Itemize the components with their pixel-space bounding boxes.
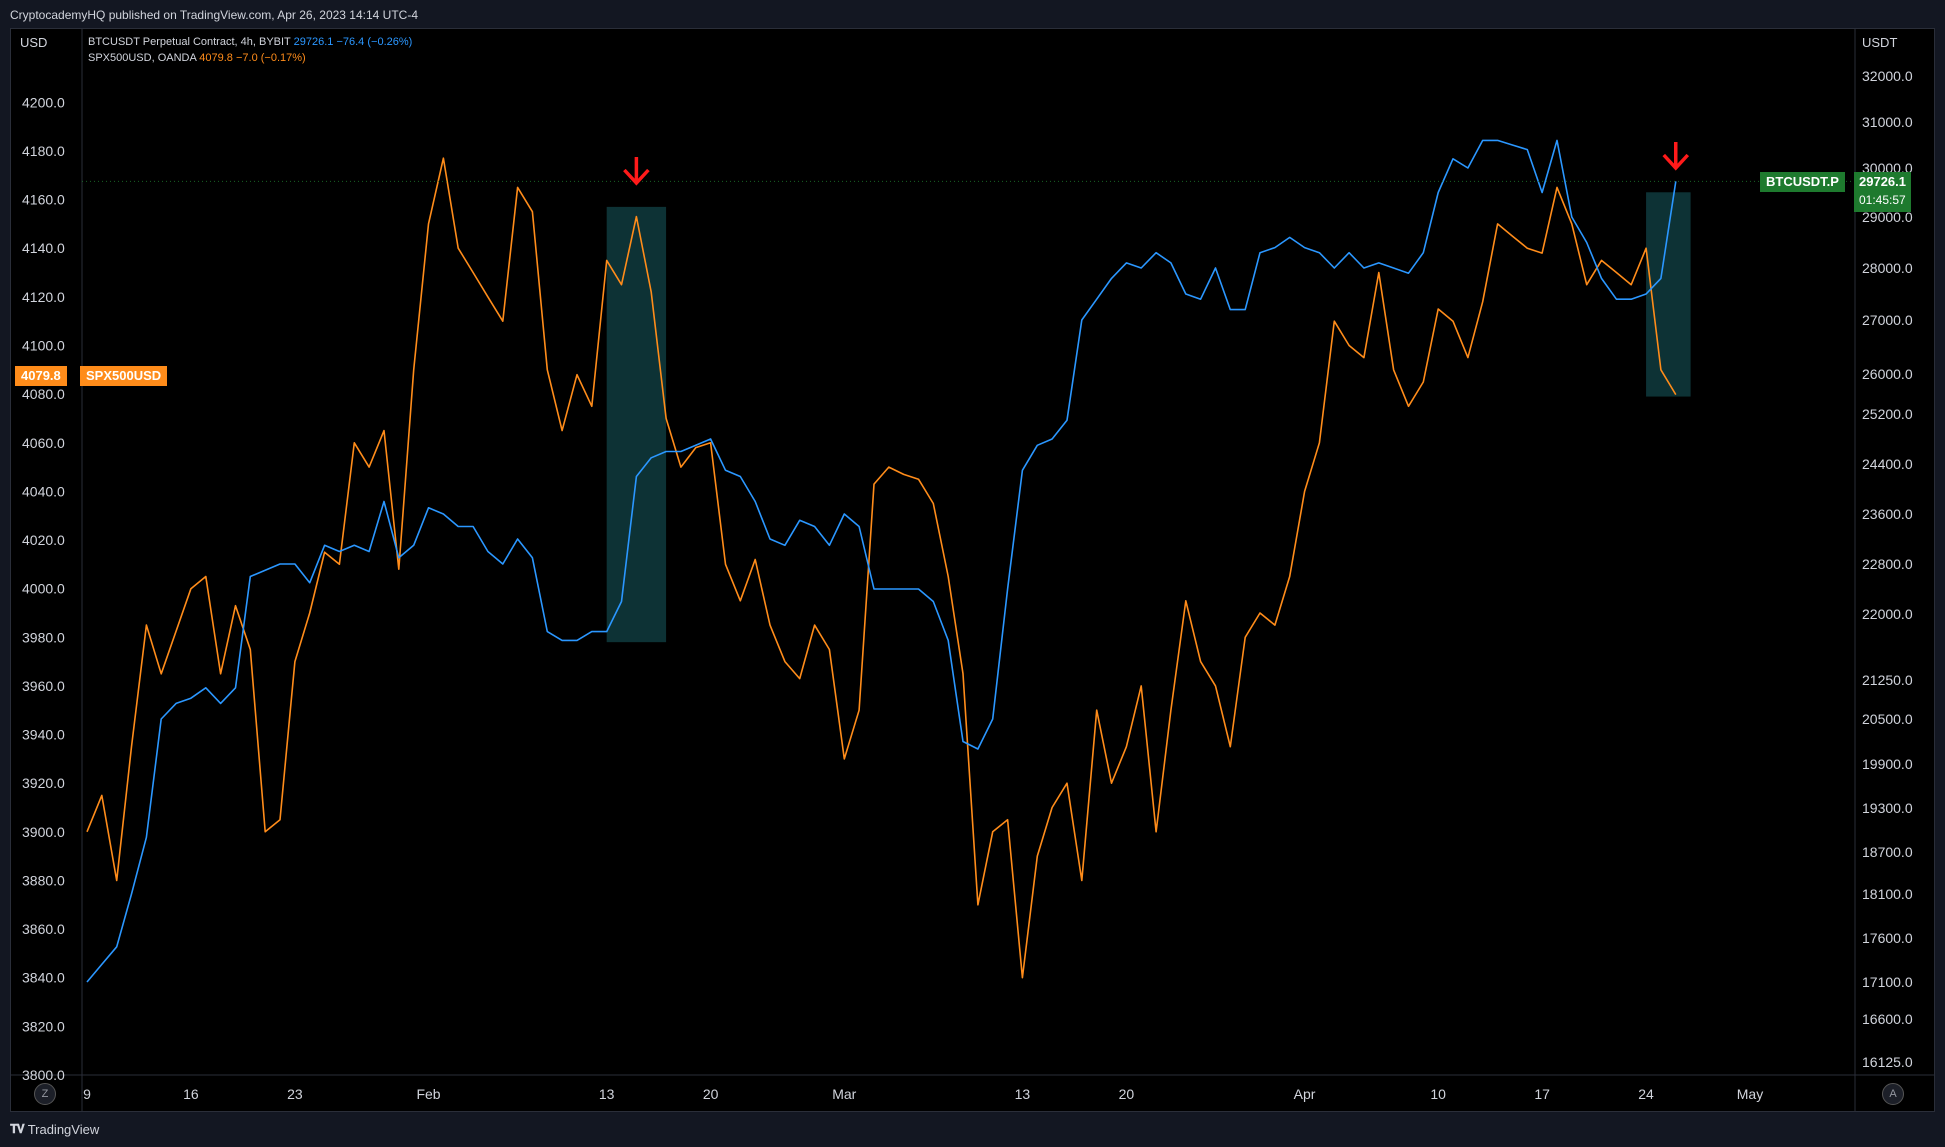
right-axis-tick: 22800.0 [1862, 556, 1913, 572]
right-axis-tick: 23600.0 [1862, 506, 1913, 522]
right-axis-tick: 26000.0 [1862, 366, 1913, 382]
spx-symbol-tag-label: SPX500USD [86, 368, 162, 383]
right-axis-tick: 20500.0 [1862, 711, 1913, 727]
x-axis-tick: Apr [1294, 1086, 1316, 1102]
x-axis-tick: 24 [1638, 1086, 1654, 1102]
x-axis-tick: May [1737, 1086, 1763, 1102]
x-axis-tick: Feb [416, 1086, 440, 1102]
right-axis-tick: 22000.0 [1862, 606, 1913, 622]
left-axis-tick: 4120.0 [22, 289, 65, 305]
left-axis-unit: USD [20, 35, 48, 50]
btc-price-tag: 29726.1 01:45:57 [1854, 172, 1911, 212]
legend-btc-change: −76.4 (−0.26%) [336, 36, 413, 48]
btc-price-tag-value: 29726.1 [1859, 174, 1906, 189]
auto-scale-z-button[interactable]: Z [34, 1083, 56, 1105]
right-axis-tick: 31000.0 [1862, 114, 1913, 130]
right-axis-tick: 18700.0 [1862, 844, 1913, 860]
down-arrow-icon [623, 168, 650, 186]
left-axis-tick: 4100.0 [22, 337, 65, 353]
legend-btc-name: BTCUSDT Perpetual Contract, 4h, BYBIT [88, 36, 291, 48]
left-axis-tick: 3980.0 [22, 629, 65, 645]
highlight-box [1646, 192, 1691, 397]
spx-price-tag-value: 4079.8 [21, 368, 61, 383]
right-axis-tick: 25200.0 [1862, 406, 1913, 422]
tradingview-brand-label: TradingView [27, 1122, 100, 1137]
right-axis-tick: 18100.0 [1862, 886, 1913, 902]
chart-legend: BTCUSDT Perpetual Contract, 4h, BYBIT 29… [88, 34, 412, 66]
left-axis-tick: 4200.0 [22, 94, 65, 110]
left-axis-tick: 3900.0 [22, 824, 65, 840]
left-axis-tick: 4020.0 [22, 532, 65, 548]
tradingview-logo-icon: 𝐓𝐕 [10, 1122, 25, 1136]
publish-info: CryptocademyHQ published on TradingView.… [10, 8, 418, 22]
highlight-box [606, 206, 667, 643]
legend-btc-value: 29726.1 [293, 36, 334, 48]
legend-spx[interactable]: SPX500USD, OANDA 4079.8 −7.0 (−0.17%) [88, 50, 412, 66]
left-axis-tick: 3960.0 [22, 678, 65, 694]
x-axis-tick: 13 [1015, 1086, 1031, 1102]
z-button-label: Z [41, 1088, 49, 1100]
btc-symbol-tag: BTCUSDT.P [1760, 172, 1845, 192]
a-button-label: A [1889, 1088, 1897, 1100]
right-axis-tick: 16600.0 [1862, 1011, 1913, 1027]
left-axis-tick: 3880.0 [22, 872, 65, 888]
right-axis-tick: 21250.0 [1862, 672, 1913, 688]
x-axis-tick: 20 [1119, 1086, 1135, 1102]
right-axis-tick: 19900.0 [1862, 756, 1913, 772]
down-arrow-icon [1662, 153, 1690, 171]
spx-symbol-tag: SPX500USD [80, 366, 168, 386]
x-axis-tick: 20 [703, 1086, 719, 1102]
left-axis-tick: 3840.0 [22, 970, 65, 986]
left-axis-tick: 3920.0 [22, 775, 65, 791]
chart-frame[interactable] [10, 28, 1935, 1112]
btc-series-line[interactable] [86, 139, 1677, 983]
x-axis-tick: 9 [83, 1086, 91, 1102]
btc-symbol-tag-label: BTCUSDT.P [1766, 174, 1839, 189]
right-axis-tick: 19300.0 [1862, 800, 1913, 816]
x-axis-tick: 17 [1534, 1086, 1550, 1102]
right-axis-tick: 17600.0 [1862, 930, 1913, 946]
left-axis-tick: 3860.0 [22, 921, 65, 937]
left-axis-tick: 4080.0 [22, 386, 65, 402]
header-bar: CryptocademyHQ published on TradingView.… [0, 0, 1945, 28]
x-axis-tick: 16 [183, 1086, 199, 1102]
legend-spx-change: −7.0 (−0.17%) [236, 52, 306, 64]
left-axis-tick: 4180.0 [22, 143, 65, 159]
left-axis-tick: 3820.0 [22, 1018, 65, 1034]
tradingview-brand[interactable]: 𝐓𝐕 TradingView [10, 1122, 99, 1137]
left-axis-tick: 4040.0 [22, 483, 65, 499]
right-axis-tick: 16125.0 [1862, 1054, 1913, 1070]
left-axis-tick: 3940.0 [22, 727, 65, 743]
spx-price-tag: 4079.8 [15, 366, 67, 386]
auto-scale-a-button[interactable]: A [1882, 1083, 1904, 1105]
spx-series-line[interactable] [86, 157, 1677, 979]
legend-spx-value: 4079.8 [199, 52, 233, 64]
left-axis-tick: 4000.0 [22, 581, 65, 597]
right-axis-tick: 24400.0 [1862, 456, 1913, 472]
btc-countdown: 01:45:57 [1859, 193, 1906, 207]
left-axis-tick: 3800.0 [22, 1067, 65, 1083]
right-axis-tick: 28000.0 [1862, 260, 1913, 276]
left-axis-tick: 4160.0 [22, 192, 65, 208]
right-axis-tick: 17100.0 [1862, 974, 1913, 990]
left-axis-tick: 4060.0 [22, 435, 65, 451]
legend-spx-name: SPX500USD, OANDA [88, 52, 197, 64]
x-axis-tick: 23 [287, 1086, 303, 1102]
legend-btc[interactable]: BTCUSDT Perpetual Contract, 4h, BYBIT 29… [88, 34, 412, 50]
right-axis-unit: USDT [1862, 35, 1898, 50]
x-axis-tick: 13 [599, 1086, 615, 1102]
right-axis-tick: 32000.0 [1862, 68, 1913, 84]
x-axis-tick: 10 [1430, 1086, 1446, 1102]
right-axis-tick: 27000.0 [1862, 312, 1913, 328]
footer-bar: 𝐓𝐕 TradingView [0, 1112, 1945, 1147]
x-axis-tick: Mar [832, 1086, 856, 1102]
left-axis-tick: 4140.0 [22, 240, 65, 256]
right-axis-tick: 29000.0 [1862, 209, 1913, 225]
